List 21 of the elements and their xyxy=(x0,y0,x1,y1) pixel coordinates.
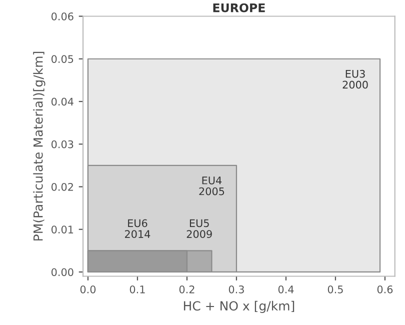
series-label: EU3 2000 xyxy=(342,70,368,89)
y-tick-label: 0.06 xyxy=(51,12,74,20)
y-axis-title: PM(Particulate Material)[g/km] xyxy=(33,52,46,240)
y-tick-label: 0.03 xyxy=(51,140,74,148)
y-tick-label: 0.01 xyxy=(51,226,74,234)
y-tick-label: 0.05 xyxy=(51,55,74,63)
chart-title: EUROPE xyxy=(213,3,265,12)
x-axis-title: HC + NO x [g/km] xyxy=(184,300,294,314)
x-tick-label: 0.1 xyxy=(130,285,145,294)
y-tick-label: 0.04 xyxy=(51,98,74,106)
series-label: EU6 2014 xyxy=(124,219,150,238)
x-tick-label: 0.3 xyxy=(228,285,244,294)
x-tick-label: 0.4 xyxy=(278,285,294,294)
y-tick-label: 0.02 xyxy=(51,182,73,191)
series-label: EU5 2009 xyxy=(186,219,212,238)
y-tick-label: 0.00 xyxy=(51,268,74,276)
series-label: EU4 2005 xyxy=(199,176,224,196)
x-tick-label: 0.0 xyxy=(80,285,96,294)
x-tick-label: 0.2 xyxy=(179,285,194,294)
x-tick-label: 0.6 xyxy=(377,285,393,294)
x-tick-label: 0.5 xyxy=(328,285,343,294)
